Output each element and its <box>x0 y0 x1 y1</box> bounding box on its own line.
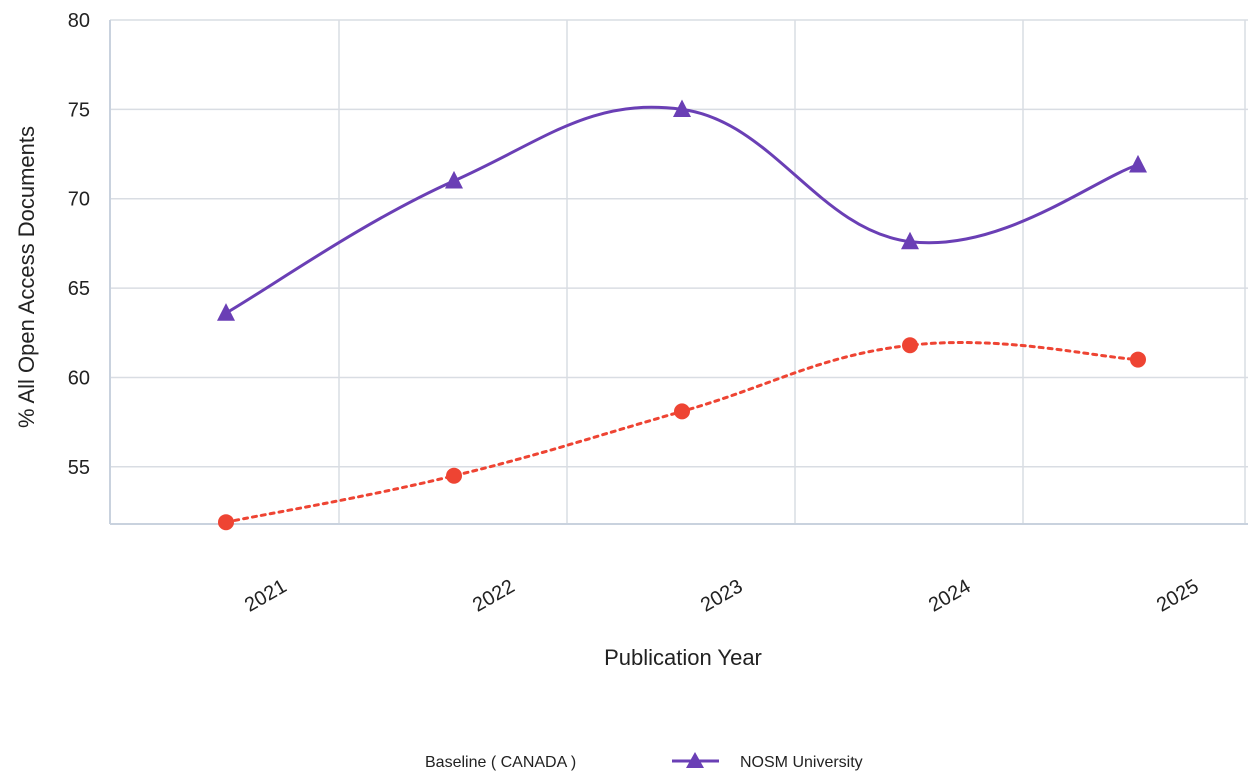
x-tick-label: 2021 <box>241 575 291 616</box>
data-point[interactable] <box>901 231 919 250</box>
legend-item-nosm[interactable]: NOSM University <box>672 752 863 771</box>
y-tick-label: 65 <box>68 278 90 300</box>
x-tick-label: 2024 <box>925 575 975 616</box>
x-tick-label: 2023 <box>697 575 747 616</box>
series-group <box>217 99 1147 531</box>
legend[interactable]: Baseline ( CANADA ) NOSM University <box>425 752 863 771</box>
y-axis-title: % All Open Access Documents <box>14 126 39 428</box>
data-point[interactable] <box>1129 154 1147 173</box>
x-axis-title: Publication Year <box>604 645 762 670</box>
data-point[interactable] <box>674 403 690 420</box>
x-tick-label: 2022 <box>469 575 519 616</box>
legend-label: Baseline ( CANADA ) <box>425 754 576 771</box>
legend-item-baseline[interactable]: Baseline ( CANADA ) <box>425 754 576 771</box>
y-tick-label: 70 <box>68 189 90 211</box>
data-point[interactable] <box>218 514 234 531</box>
data-point[interactable] <box>902 337 918 354</box>
y-tick-label: 60 <box>68 367 90 389</box>
y-tick-label: 55 <box>68 457 90 479</box>
legend-label: NOSM University <box>740 754 863 771</box>
y-tick-label: 75 <box>68 99 90 121</box>
series-line <box>224 105 1140 315</box>
y-axis: 55 60 65 70 75 80 <box>68 10 111 524</box>
data-point[interactable] <box>217 303 235 321</box>
data-point[interactable] <box>446 467 462 484</box>
series-nosm <box>217 99 1147 321</box>
series-baseline <box>218 337 1146 531</box>
grid <box>110 19 1248 524</box>
y-tick-label: 80 <box>68 10 90 32</box>
x-axis: 2021 2022 2023 2024 2025 <box>110 523 1248 617</box>
series-line <box>224 341 1140 524</box>
legend-swatch-triangle-icon <box>686 752 704 768</box>
x-tick-label: 2025 <box>1153 575 1203 616</box>
data-point[interactable] <box>673 99 691 118</box>
data-point[interactable] <box>445 170 463 189</box>
data-point[interactable] <box>1130 351 1146 368</box>
